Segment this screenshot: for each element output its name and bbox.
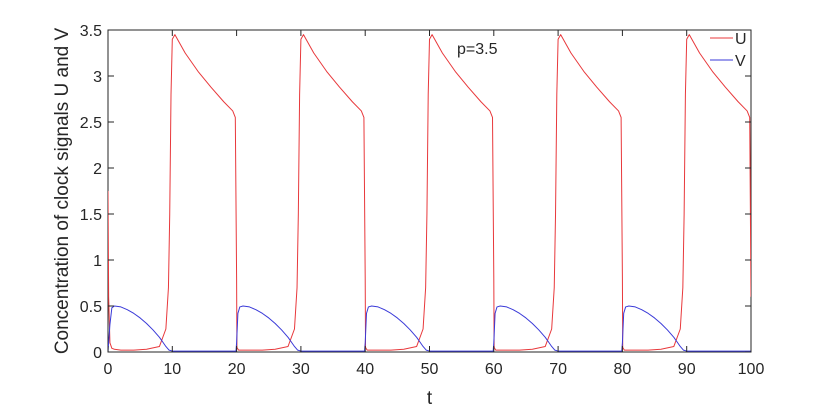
x-tick-label: 10 — [163, 361, 181, 378]
y-tick-label: 1 — [93, 253, 102, 270]
y-tick-label: 0.5 — [80, 299, 102, 316]
x-tick-label: 100 — [738, 361, 765, 378]
x-tick-label: 40 — [356, 361, 374, 378]
x-tick-label: 50 — [421, 361, 439, 378]
y-axis-label: Concentration of clock signals U and V — [52, 28, 73, 355]
y-tick-label: 1.5 — [80, 207, 102, 224]
x-tick-label: 0 — [104, 361, 113, 378]
series-line-v — [108, 305, 751, 352]
tick-labels-layer: 0 10 20 30 40 50 60 70 80 90 100 0 0.5 1 1.5 2 2.5 3 3.5 — [80, 23, 765, 378]
x-tick-label: 80 — [614, 361, 632, 378]
y-tick-label: 3.5 — [80, 23, 102, 40]
legend-label-v: V — [735, 53, 746, 70]
y-tick-label: 2.5 — [80, 115, 102, 132]
ticks-layer — [107, 29, 752, 353]
plot-area — [107, 29, 752, 353]
legend: UV — [710, 31, 747, 70]
legend-label-u: U — [735, 31, 747, 48]
y-tick-label: 2 — [93, 161, 102, 178]
x-tick-label: 60 — [485, 361, 503, 378]
series-layer — [108, 34, 751, 352]
annotation-label: p=3.5 — [457, 41, 498, 58]
x-axis-label: t — [427, 388, 433, 409]
x-tick-label: 20 — [228, 361, 246, 378]
x-tick-label: 30 — [292, 361, 310, 378]
x-tick-label: 90 — [678, 361, 696, 378]
y-tick-label: 3 — [93, 69, 102, 86]
series-line-u — [108, 34, 751, 351]
y-tick-label: 0 — [93, 345, 102, 362]
x-tick-label: 70 — [549, 361, 567, 378]
